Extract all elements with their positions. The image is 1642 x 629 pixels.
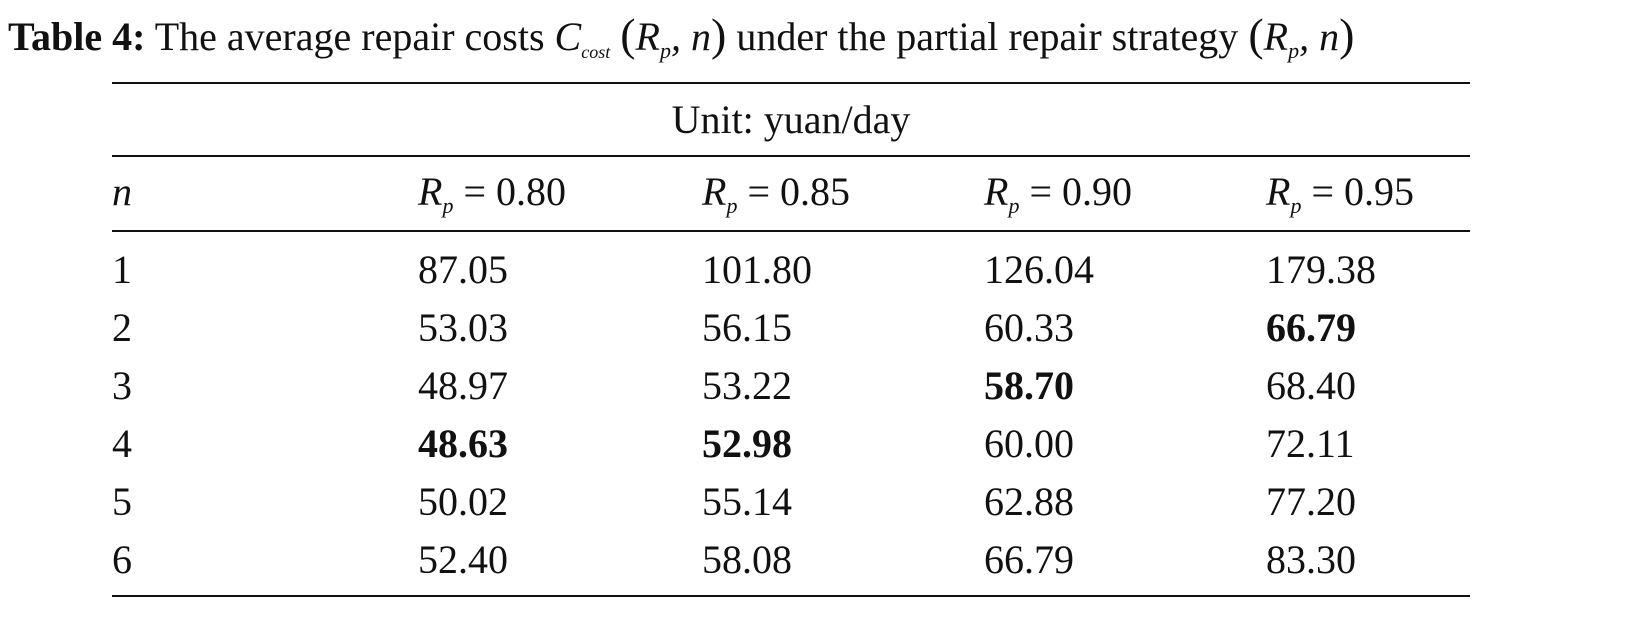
cell: 52.98: [702, 421, 792, 466]
column-header: Rp = 0.80: [418, 169, 566, 217]
subscript: p: [1288, 38, 1300, 63]
header-value: = 0.95: [1311, 169, 1414, 214]
cell: 56.15: [702, 305, 792, 350]
var: R: [984, 169, 1009, 214]
tuple: (Rp, n): [1248, 12, 1354, 62]
subscript: p: [442, 193, 454, 218]
caption-text: The average repair costs: [154, 14, 545, 59]
cell: 58.70: [984, 363, 1074, 408]
caption-text: under the partial repair strategy: [736, 14, 1239, 59]
subscript: p: [726, 193, 738, 218]
unit: Unit: yuan/day: [671, 97, 911, 142]
var: , n: [670, 14, 711, 59]
paren: (: [1248, 9, 1264, 60]
cell: 52.40: [418, 537, 508, 582]
cell: 50.02: [418, 479, 508, 524]
cost-symbol: C: [554, 14, 582, 59]
cell: 53.03: [418, 305, 508, 350]
cell: 83.30: [1266, 537, 1356, 582]
cell: 87.05: [418, 247, 508, 292]
cell: 48.63: [418, 421, 508, 466]
paren: (: [620, 9, 636, 60]
row-n: 5: [112, 479, 132, 524]
rule: [112, 155, 1470, 157]
tuple: (Rp, n): [620, 12, 726, 62]
var: R: [1266, 169, 1291, 214]
row-n: 6: [112, 537, 132, 582]
header-value: = 0.85: [747, 169, 850, 214]
var: R: [702, 169, 727, 214]
var: R: [1263, 14, 1289, 59]
caption-label: Table 4:: [8, 14, 146, 59]
row-n: 3: [112, 363, 132, 408]
header-value: = 0.80: [463, 169, 566, 214]
caption: Table 4: The average repair costs Ccost …: [8, 12, 1354, 62]
header-value: = 0.90: [1029, 169, 1132, 214]
column-header: Rp = 0.95: [1266, 169, 1414, 217]
cell: 66.79: [984, 537, 1074, 582]
subscript: p: [1290, 193, 1302, 218]
cell: 55.14: [702, 479, 792, 524]
cell: 68.40: [1266, 363, 1356, 408]
top-rule: [112, 82, 1470, 84]
cell: 72.11: [1266, 421, 1355, 466]
var: R: [635, 14, 660, 59]
cell: 60.33: [984, 305, 1074, 350]
row-n: 1: [112, 247, 132, 292]
cell: 77.20: [1266, 479, 1356, 524]
subscript: p: [659, 38, 671, 63]
rule: [112, 230, 1470, 232]
row-n: 4: [112, 421, 132, 466]
cell: 179.38: [1266, 247, 1376, 292]
cell: 126.04: [984, 247, 1094, 292]
cell: 48.97: [418, 363, 508, 408]
column-header: Rp = 0.90: [984, 169, 1132, 217]
cell: 101.80: [702, 247, 812, 292]
header-n: n: [112, 169, 132, 214]
cost-subscript: cost: [581, 42, 611, 62]
row-n: 2: [112, 305, 132, 350]
var: , n: [1299, 14, 1340, 59]
cell: 58.08: [702, 537, 792, 582]
cell: 62.88: [984, 479, 1074, 524]
bottom-rule: [112, 595, 1470, 597]
subscript: p: [1008, 193, 1020, 218]
paren: ): [710, 9, 727, 60]
column-header: Rp = 0.85: [702, 169, 850, 217]
paren: ): [1339, 9, 1355, 60]
cell: 60.00: [984, 421, 1074, 466]
var: R: [418, 169, 443, 214]
cell: 53.22: [702, 363, 792, 408]
cell: 66.79: [1266, 305, 1356, 350]
